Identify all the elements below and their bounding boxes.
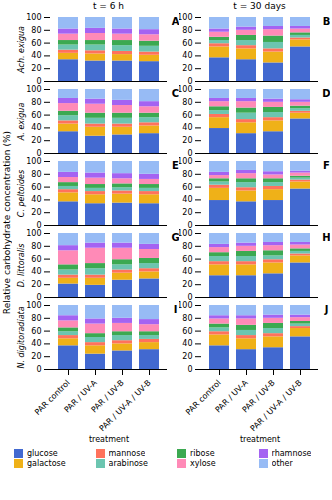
svg-text:100: 100 <box>26 13 41 22</box>
svg-text:treatment: treatment <box>240 435 280 444</box>
html-text:arabinose: arabinose <box>108 459 148 468</box>
svg-text:0: 0 <box>36 293 41 301</box>
svg-text:20: 20 <box>182 280 192 289</box>
html-text:ribose: ribose <box>190 449 215 458</box>
svg-text:80: 80 <box>182 242 192 251</box>
svg-text:80: 80 <box>31 170 41 179</box>
svg-text:20: 20 <box>31 280 41 289</box>
svg-text:60: 60 <box>31 111 41 120</box>
svg-text:0: 0 <box>187 149 192 157</box>
svg-text:20: 20 <box>31 352 41 361</box>
svg-text:PAR / UV-B: PAR / UV-B <box>240 378 277 415</box>
html-text:other: other <box>271 459 293 468</box>
svg-text:20: 20 <box>182 352 192 361</box>
svg-text:60: 60 <box>31 39 41 48</box>
svg-text:40: 40 <box>182 51 192 60</box>
svg-text:40: 40 <box>31 339 41 348</box>
svg-text:C. peltoides: C. peltoides <box>17 170 26 217</box>
svg-text:80: 80 <box>182 98 192 107</box>
svg-text:0: 0 <box>187 293 192 301</box>
svg-text:100: 100 <box>26 157 41 166</box>
svg-text:PAR control: PAR control <box>184 378 223 417</box>
svg-text:40: 40 <box>182 195 192 204</box>
svg-text:D. littoralis: D. littoralis <box>17 244 26 288</box>
svg-text:B: B <box>323 16 330 27</box>
svg-text:20: 20 <box>182 208 192 217</box>
svg-text:100: 100 <box>179 229 193 238</box>
html-text:t = 30 days: t = 30 days <box>233 1 286 11</box>
html-text:galactose: galactose <box>27 459 66 468</box>
svg-text:60: 60 <box>182 255 192 264</box>
svg-text:PAR / UV-A / UV-B: PAR / UV-A / UV-B <box>249 378 304 433</box>
svg-text:80: 80 <box>31 98 41 107</box>
svg-text:40: 40 <box>31 195 41 204</box>
svg-text:80: 80 <box>31 26 41 35</box>
svg-text:40: 40 <box>182 123 192 132</box>
svg-text:100: 100 <box>26 229 41 238</box>
svg-text:100: 100 <box>179 13 193 22</box>
svg-text:100: 100 <box>26 301 41 310</box>
svg-text:100: 100 <box>26 85 41 94</box>
svg-text:60: 60 <box>182 183 192 192</box>
svg-text:A. exigua: A. exigua <box>17 103 26 142</box>
svg-text:80: 80 <box>31 314 41 323</box>
svg-text:H: H <box>322 232 330 243</box>
svg-text:80: 80 <box>182 26 192 35</box>
svg-text:60: 60 <box>182 111 192 120</box>
svg-text:I: I <box>174 304 178 315</box>
svg-text:80: 80 <box>182 314 192 323</box>
html-text:mannose: mannose <box>108 449 146 458</box>
svg-text:0: 0 <box>36 365 41 374</box>
svg-text:60: 60 <box>182 39 192 48</box>
svg-text:0: 0 <box>187 77 192 85</box>
svg-text:N. digitoradiata: N. digitoradiata <box>17 306 26 368</box>
svg-text:60: 60 <box>31 255 41 264</box>
svg-text:20: 20 <box>31 64 41 73</box>
svg-text:Ach. exigua: Ach. exigua <box>17 26 26 74</box>
svg-text:0: 0 <box>187 221 192 229</box>
svg-text:60: 60 <box>31 183 41 192</box>
svg-text:80: 80 <box>182 170 192 179</box>
svg-text:60: 60 <box>182 327 192 336</box>
svg-text:0: 0 <box>36 221 41 229</box>
svg-text:40: 40 <box>31 123 41 132</box>
svg-text:PAR / UV-A / UV-B: PAR / UV-A / UV-B <box>98 378 153 433</box>
svg-text:0: 0 <box>187 365 192 374</box>
svg-text:D: D <box>322 88 330 99</box>
html-text:xylose: xylose <box>190 459 216 468</box>
svg-text:20: 20 <box>31 208 41 217</box>
svg-text:PAR control: PAR control <box>33 378 72 417</box>
svg-text:100: 100 <box>179 157 193 166</box>
svg-text:20: 20 <box>182 64 192 73</box>
svg-text:80: 80 <box>31 242 41 251</box>
svg-text:C: C <box>172 88 179 99</box>
svg-text:0: 0 <box>36 149 41 157</box>
svg-text:PAR / UV-B: PAR / UV-B <box>89 378 126 415</box>
svg-text:PAR / UV-A: PAR / UV-A <box>62 378 99 415</box>
svg-text:60: 60 <box>31 327 41 336</box>
svg-text:F: F <box>323 160 330 171</box>
svg-text:A: A <box>172 16 179 27</box>
svg-text:40: 40 <box>31 267 41 276</box>
svg-text:100: 100 <box>179 301 193 310</box>
svg-text:20: 20 <box>31 136 41 145</box>
svg-text:J: J <box>324 304 329 315</box>
svg-text:20: 20 <box>182 136 192 145</box>
html-text:glucose: glucose <box>27 449 58 458</box>
svg-text:G: G <box>171 232 179 243</box>
svg-text:40: 40 <box>182 339 192 348</box>
html-text:rhamnose: rhamnose <box>271 449 312 458</box>
svg-text:E: E <box>172 160 179 171</box>
svg-text:PAR / UV-A: PAR / UV-A <box>213 378 250 415</box>
svg-text:0: 0 <box>36 77 41 85</box>
svg-text:40: 40 <box>182 267 192 276</box>
svg-text:treatment: treatment <box>89 435 129 444</box>
html-text:t = 6 h: t = 6 h <box>93 1 124 11</box>
svg-text:40: 40 <box>31 51 41 60</box>
html-text:Relative carbohydrate concentr: Relative carbohydrate concentration (%) <box>2 130 12 315</box>
svg-text:100: 100 <box>179 85 193 94</box>
